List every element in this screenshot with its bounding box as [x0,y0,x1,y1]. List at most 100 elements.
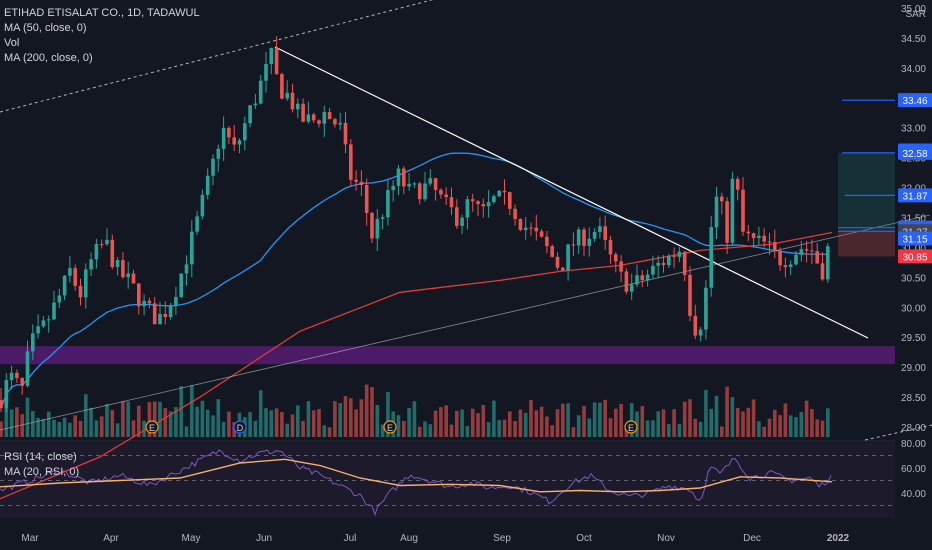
candle-body [15,372,19,379]
volume-bar [0,421,3,437]
volume-series [0,384,830,437]
volume-bar [147,402,152,437]
volume-bar [433,410,438,437]
candle-body [31,333,35,352]
volume-bar [810,409,814,437]
candle-body [386,190,390,218]
event-marker-label: E [387,423,393,433]
candle-body [439,189,443,195]
candle-body [20,378,24,386]
candle-body [741,189,745,232]
candle-body [629,284,634,292]
volume-bar [603,399,607,437]
volume-bar [386,392,390,437]
candle-body [815,251,819,264]
candle-body [333,119,337,125]
candle-body [105,239,109,245]
volume-bar [481,404,486,437]
volume-bar [301,420,305,437]
price-label-box [898,93,932,108]
target-zone [838,152,895,232]
volume-bar [248,412,252,437]
volume-bar [508,411,512,437]
candle-body [52,302,56,320]
candle-body [396,168,401,186]
candle-body [783,265,788,268]
volume-bar [179,386,183,437]
candle-body [280,74,284,99]
volume-bar [285,423,289,437]
time-tick-label: Sep [493,533,511,544]
rsi-legend: RSI (14, close) [4,451,77,463]
volume-bar [258,390,263,437]
volume-bar [274,408,279,437]
candle-body [492,196,496,203]
candle-body [640,275,645,281]
volume-bar [783,403,788,437]
candle-body [725,201,729,243]
candle-body [428,178,433,184]
candle-body [465,199,470,218]
volume-bar [190,385,194,437]
volume-bar [370,387,374,437]
price-label: 33.46 [902,96,927,107]
volume-bar [68,422,72,437]
volume-bar [449,424,454,437]
price-tick-label: 31.50 [901,214,926,225]
candle-body [486,202,491,207]
candle-body [237,140,242,145]
candle-body [433,178,438,190]
volume-bar [322,425,327,437]
time-tick-label: Apr [103,533,119,544]
event-marker-label: E [149,423,155,433]
volume-bar [587,418,592,437]
volume-bar [126,401,130,437]
rsi-tick-label: 80.00 [901,439,926,450]
volume-bar [306,401,311,437]
candle-body [523,227,528,231]
candle-body [68,268,72,276]
volume-bar [815,419,819,437]
volume-bar [52,419,56,437]
volume-bar [253,420,258,437]
price-label-box [898,231,932,246]
volume-bar [677,423,682,437]
candle-body [592,231,597,239]
support-zone [0,346,895,365]
volume-bar [608,418,613,437]
event-marker: E [624,420,638,434]
rsi-line [0,449,832,517]
volume-bar [57,422,62,437]
candle-body [137,283,141,307]
rsi-legend-box: RSI (14, close) MA (20, RSI, 0) [4,450,79,480]
volume-bar [354,409,358,437]
volume-bar [327,427,332,437]
candle-body [767,241,772,243]
volume-bar [115,423,120,437]
event-marker: E [383,420,397,434]
volume-bar [4,390,9,437]
volume-bar [407,408,411,437]
candle-body [582,229,586,246]
volume-bar [311,410,316,437]
candle-body [603,226,607,241]
candle-body [343,122,348,145]
ma50-legend: MA (50, close, 0) [4,22,87,34]
volume-bar [121,401,125,437]
volume-legend: Vol [4,37,20,49]
volume-bar [497,420,501,437]
descending-trendline [274,46,869,339]
volume-bar [163,408,168,437]
volume-bar [221,421,226,437]
price-tick-label: 28.50 [901,393,926,404]
candle-body [41,320,46,327]
candle-body [0,400,3,409]
candle-body [481,204,486,207]
candle-body [349,144,353,180]
price-label-box [898,249,932,264]
event-marker: D [233,420,247,434]
candle-body [444,194,448,198]
volume-bar [598,402,602,437]
volume-bar [280,412,284,437]
